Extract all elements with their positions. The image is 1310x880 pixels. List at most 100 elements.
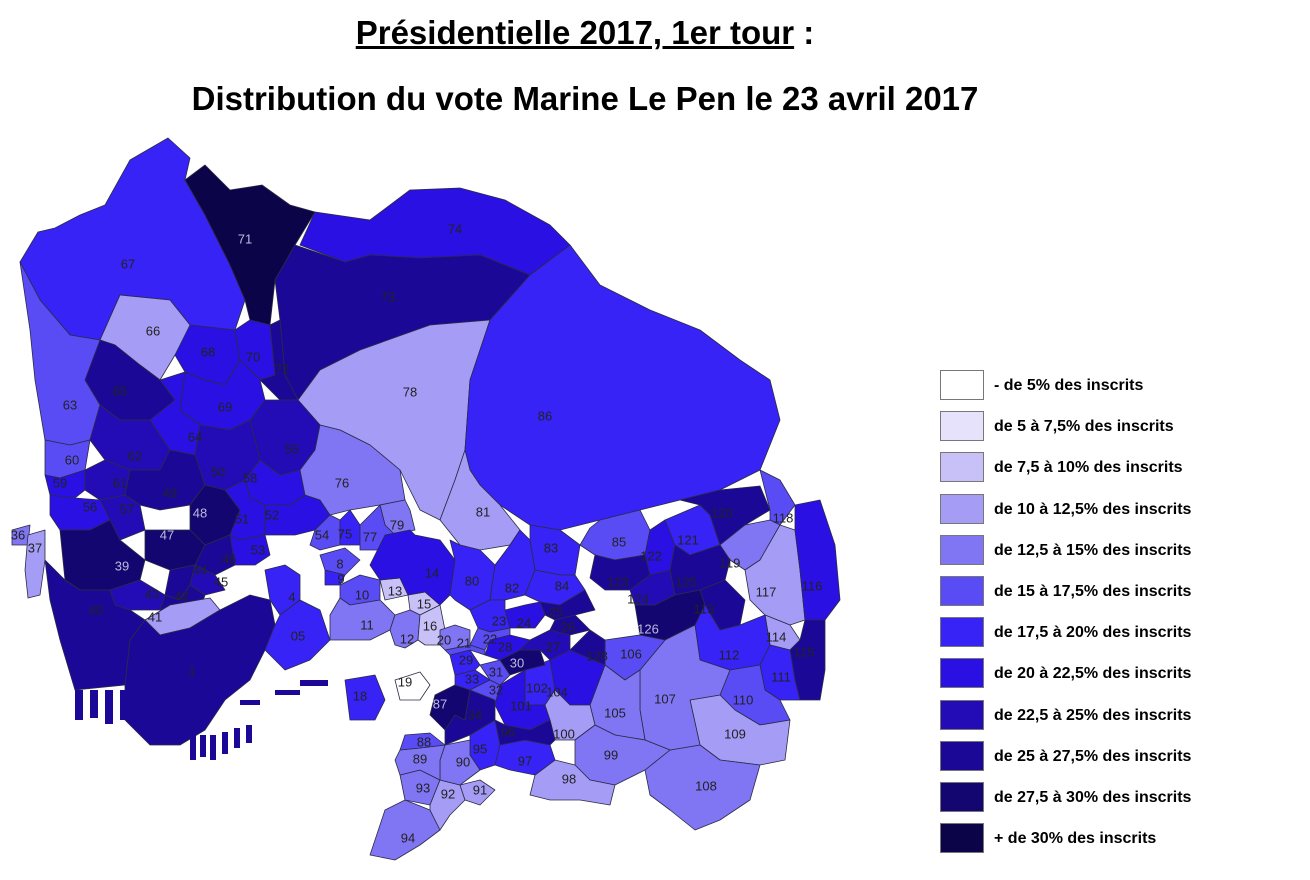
bureau-label-46: 46	[222, 551, 236, 566]
bureau-label-11: 11	[360, 617, 374, 632]
pier	[234, 728, 240, 748]
bureau-label-75: 75	[338, 526, 352, 541]
legend-label: de 25 à 27,5% des inscrits	[994, 747, 1192, 765]
bureau-label-76: 76	[335, 475, 349, 490]
bureau-label-116: 116	[802, 578, 823, 593]
legend: - de 5% des inscrits de 5 à 7,5% des insc…	[940, 370, 1270, 864]
bureau-label-84: 84	[555, 578, 569, 593]
bureau-label-41: 41	[148, 609, 162, 624]
bureau-label-61: 61	[113, 475, 127, 490]
legend-label: - de 5% des inscrits	[994, 377, 1144, 394]
pier	[190, 735, 196, 760]
bureau-label-62: 62	[128, 448, 142, 463]
bureau-label-70: 70	[246, 349, 260, 364]
bureau-label-91: 91	[473, 782, 487, 797]
bureau-37	[24, 529, 46, 599]
bureau-label-4: 4	[288, 589, 295, 604]
bureau-label-97: 97	[518, 753, 532, 768]
harbour-piers	[75, 680, 328, 760]
bureau-label-101: 101	[510, 698, 532, 713]
bureau-label-12: 12	[400, 631, 414, 646]
bureau-label-98: 98	[562, 771, 576, 786]
bureau-label-109: 109	[724, 726, 746, 741]
bureau-label-119: 119	[720, 555, 741, 570]
bureau-label-33: 33	[465, 671, 479, 686]
legend-item: + de 30% des inscrits	[940, 823, 1270, 864]
bureau-label-118: 118	[773, 510, 794, 525]
legend-swatch	[940, 575, 984, 606]
bureau-label-24: 24	[517, 615, 531, 630]
bureau-34	[444, 689, 496, 746]
bureau-label-19: 19	[398, 674, 412, 689]
map-title-line-1: Présidentielle 2017, 1er tour :	[0, 14, 1170, 52]
bureau-label-29: 29	[459, 652, 473, 667]
bureau-label-110: 110	[733, 692, 754, 707]
legend-item: de 25 à 27,5% des inscrits	[940, 740, 1270, 782]
bureau-label-15: 15	[417, 596, 431, 611]
bureau-label-74: 74	[448, 221, 462, 236]
bureau-label-60: 60	[65, 452, 79, 467]
bureau-label-23: 23	[492, 613, 506, 628]
bureau-25	[539, 589, 596, 621]
legend-item: de 17,5 à 20% des inscrits	[940, 617, 1270, 658]
bureau-label-73: 73	[381, 289, 395, 304]
bureau-label-86: 86	[538, 408, 552, 423]
bureau-label-79: 79	[390, 517, 404, 532]
bureau-label-128: 128	[586, 648, 608, 663]
bureau-label-126: 126	[637, 621, 659, 636]
bureau-label-34: 34	[468, 707, 482, 722]
bureau-label-94: 94	[401, 830, 415, 845]
legend-item: de 12,5 à 15% des inscrits	[940, 534, 1270, 576]
pier	[222, 732, 228, 754]
legend-swatch	[940, 617, 984, 648]
pier	[90, 690, 98, 718]
bureau-label-106: 106	[620, 646, 642, 661]
legend-swatch	[940, 823, 984, 854]
bureau-label-45: 45	[214, 574, 228, 589]
bureau-label-25: 25	[549, 604, 563, 619]
bureau-label-68: 68	[201, 344, 215, 359]
bureau-label-112: 112	[719, 647, 740, 662]
bureau-label-107: 107	[654, 691, 676, 706]
bureau-label-42: 42	[175, 588, 189, 603]
bureau-label-125: 125	[675, 574, 697, 589]
legend-swatch	[940, 493, 984, 524]
bureau-label-52: 52	[265, 507, 279, 522]
bureau-128	[569, 629, 606, 666]
bureau-label-54: 54	[315, 527, 329, 542]
bureau-label-64: 64	[188, 429, 202, 444]
map-title-colon: :	[794, 14, 815, 51]
bureau-label-48: 48	[193, 505, 207, 520]
legend-swatch	[940, 370, 984, 400]
bureau-label-55: 55	[285, 441, 299, 456]
legend-label: + de 30% des inscrits	[994, 830, 1157, 848]
bureau-label-67: 67	[121, 256, 135, 271]
bureau-label-88: 88	[417, 734, 431, 749]
bureau-8	[319, 547, 361, 576]
bureau-label-1: 1	[188, 663, 195, 678]
bureau-18	[344, 674, 386, 721]
pier	[246, 725, 252, 743]
legend-label: de 17,5 à 20% des inscrits	[994, 624, 1192, 642]
bureau-label-99: 99	[604, 747, 618, 762]
pier	[200, 735, 206, 757]
bureau-label-80: 80	[465, 573, 479, 588]
legend-swatch	[940, 781, 984, 812]
bureau-label-9: 9	[337, 571, 344, 586]
bureau-label-39: 39	[115, 558, 129, 573]
bureau-label-96: 96	[501, 724, 515, 739]
legend-swatch	[940, 740, 984, 771]
legend-label: de 27,5 à 30% des inscrits	[994, 788, 1192, 806]
bureau-label-28: 28	[498, 639, 512, 654]
bureau-label-124: 124	[627, 591, 649, 606]
bureau-label-22: 22	[483, 631, 497, 646]
bureau-96	[494, 719, 556, 746]
bureau-label-57: 57	[120, 501, 134, 516]
pier	[75, 690, 83, 720]
bureau-label-49: 49	[163, 485, 177, 500]
bureau-label-71: 71	[238, 231, 252, 246]
bureau-label-122: 122	[640, 548, 662, 563]
bureaux-layer	[11, 137, 841, 861]
legend-label: de 10 à 12,5% des inscrits	[994, 500, 1192, 518]
bureau-label-05: 05	[291, 628, 305, 643]
